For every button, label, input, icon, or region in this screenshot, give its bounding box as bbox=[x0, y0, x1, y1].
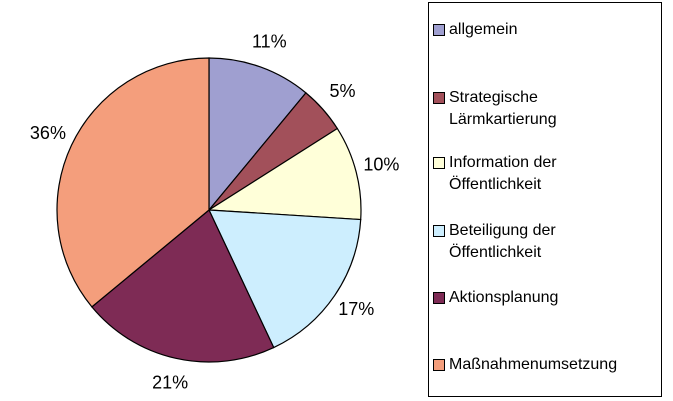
legend-swatch bbox=[433, 92, 445, 104]
pie-slice bbox=[56, 57, 210, 308]
legend-entry: Information der Öffentlichkeit bbox=[433, 152, 639, 196]
legend-label: Information der Öffentlichkeit bbox=[449, 154, 557, 193]
legend-swatch bbox=[433, 225, 445, 237]
legend-entry: Beteiligung der Öffentlichkeit bbox=[433, 220, 639, 264]
legend-entry: Maßnahmenumsetzung bbox=[433, 354, 639, 376]
data-label: 10% bbox=[363, 154, 399, 174]
legend-label: Maßnahmenumsetzung bbox=[449, 356, 618, 373]
data-label: 5% bbox=[330, 81, 356, 101]
legend-label: Beteiligung der Öffentlichkeit bbox=[449, 222, 556, 261]
chart: 11% 5% 10% 17% 21% 36% bbox=[30, 31, 399, 392]
pie-slice bbox=[208, 57, 307, 212]
legend-label: Strategische Lärmkartierung bbox=[449, 89, 557, 128]
legend-swatch bbox=[433, 157, 445, 169]
legend-swatch bbox=[433, 359, 445, 371]
pie-slice bbox=[207, 127, 362, 221]
legend: allgemein Strategische Lärmkartierung Info… bbox=[428, 2, 662, 397]
pie-slice bbox=[91, 209, 275, 363]
legend-swatch bbox=[433, 292, 445, 304]
legend-entry: Strategische Lärmkartierung bbox=[433, 87, 639, 131]
data-label: 11% bbox=[252, 31, 287, 51]
data-label: 21% bbox=[152, 372, 188, 392]
legend-swatch bbox=[433, 24, 445, 36]
data-label: 36% bbox=[30, 123, 66, 143]
data-label: 17% bbox=[338, 299, 374, 319]
legend-label: Aktionsplanung bbox=[449, 289, 559, 306]
legend-entry: Aktionsplanung bbox=[433, 287, 639, 309]
pie-slice bbox=[208, 209, 362, 349]
legend-label: allgemein bbox=[449, 21, 518, 38]
legend-entry: allgemein bbox=[433, 19, 639, 41]
